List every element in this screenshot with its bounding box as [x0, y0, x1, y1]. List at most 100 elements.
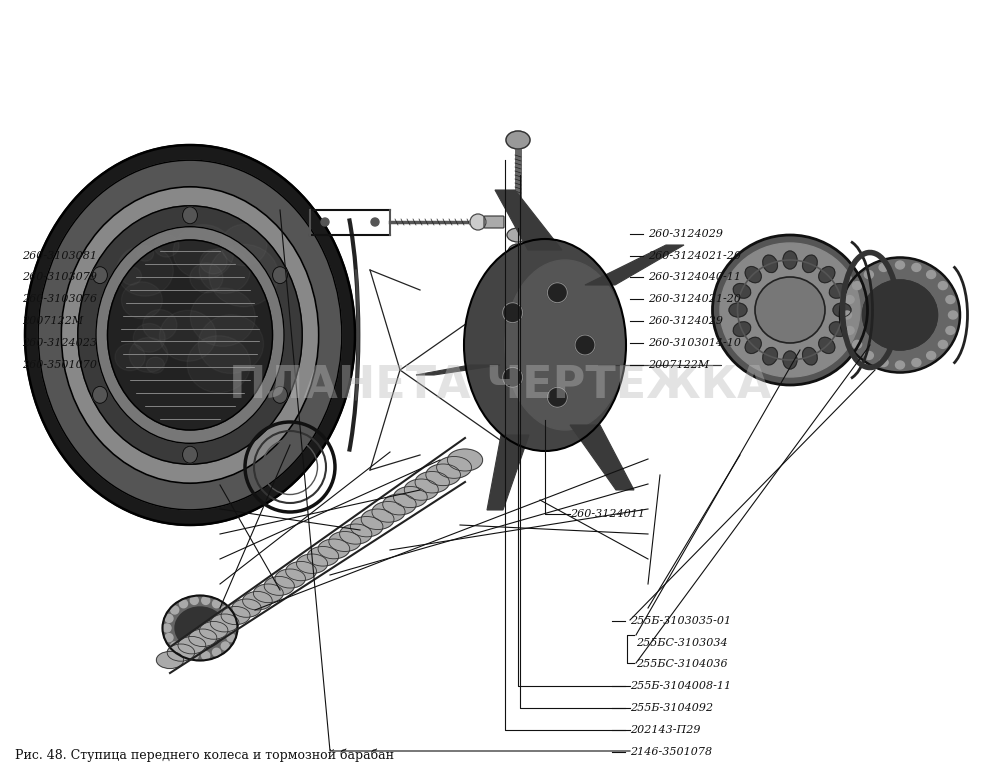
- Text: 2146-3501078: 2146-3501078: [630, 747, 712, 756]
- Ellipse shape: [264, 576, 294, 595]
- Ellipse shape: [231, 292, 258, 317]
- Ellipse shape: [169, 229, 229, 283]
- Ellipse shape: [217, 318, 275, 370]
- Text: 260-3103076: 260-3103076: [22, 294, 97, 304]
- Ellipse shape: [96, 227, 284, 443]
- Ellipse shape: [175, 607, 225, 649]
- Ellipse shape: [329, 531, 361, 552]
- Ellipse shape: [153, 310, 201, 354]
- Ellipse shape: [219, 347, 260, 384]
- Ellipse shape: [182, 206, 197, 224]
- Ellipse shape: [96, 259, 165, 322]
- Polygon shape: [585, 245, 684, 285]
- Ellipse shape: [92, 266, 107, 284]
- Ellipse shape: [162, 595, 238, 661]
- Text: 260-3124023: 260-3124023: [22, 338, 97, 347]
- Ellipse shape: [803, 255, 817, 273]
- Circle shape: [190, 597, 198, 605]
- Ellipse shape: [210, 222, 266, 273]
- Ellipse shape: [108, 240, 272, 430]
- Ellipse shape: [222, 272, 271, 315]
- Ellipse shape: [729, 303, 747, 317]
- Ellipse shape: [507, 228, 529, 242]
- Ellipse shape: [845, 295, 854, 304]
- Circle shape: [229, 624, 237, 632]
- Ellipse shape: [189, 629, 217, 647]
- Text: 260-3124021-20: 260-3124021-20: [648, 294, 741, 304]
- Text: ПЛАНЕТА ЧЕРТЕЖКА: ПЛАНЕТА ЧЕРТЕЖКА: [229, 364, 771, 407]
- Ellipse shape: [205, 330, 232, 354]
- Ellipse shape: [137, 341, 184, 384]
- Text: 260-3124040-11: 260-3124040-11: [648, 273, 741, 282]
- Text: Рис. 48. Ступица переднего колеса и тормозной барабан: Рис. 48. Ступица переднего колеса и торм…: [15, 749, 394, 762]
- Ellipse shape: [205, 345, 235, 372]
- Ellipse shape: [173, 249, 206, 278]
- Ellipse shape: [232, 599, 261, 617]
- Ellipse shape: [745, 266, 761, 283]
- Ellipse shape: [273, 266, 288, 284]
- Circle shape: [171, 642, 179, 650]
- Ellipse shape: [273, 386, 288, 404]
- Text: 260-3501070: 260-3501070: [22, 360, 97, 369]
- Text: 255Б-3103035-01: 255Б-3103035-01: [630, 616, 731, 626]
- Circle shape: [321, 218, 329, 226]
- Ellipse shape: [946, 326, 955, 334]
- Ellipse shape: [733, 322, 751, 337]
- Ellipse shape: [927, 351, 936, 359]
- Ellipse shape: [912, 263, 921, 271]
- Ellipse shape: [506, 131, 530, 149]
- Ellipse shape: [182, 446, 198, 464]
- Ellipse shape: [948, 311, 958, 319]
- Ellipse shape: [297, 554, 328, 573]
- Ellipse shape: [879, 358, 888, 367]
- Circle shape: [180, 600, 188, 608]
- Ellipse shape: [864, 351, 873, 359]
- Text: 255БС-3103034: 255БС-3103034: [636, 638, 728, 647]
- Text: —: —: [552, 509, 563, 519]
- Ellipse shape: [819, 266, 835, 283]
- Ellipse shape: [853, 340, 862, 348]
- Ellipse shape: [340, 524, 372, 545]
- Circle shape: [227, 615, 235, 622]
- Ellipse shape: [25, 145, 355, 525]
- Ellipse shape: [862, 280, 938, 350]
- Ellipse shape: [946, 295, 955, 304]
- Ellipse shape: [819, 337, 835, 354]
- Ellipse shape: [853, 282, 862, 290]
- Ellipse shape: [92, 386, 107, 404]
- Text: 255БС-3104036: 255БС-3104036: [636, 660, 728, 669]
- Text: 260-3103079: 260-3103079: [22, 273, 97, 282]
- Circle shape: [503, 303, 523, 323]
- Ellipse shape: [221, 607, 250, 625]
- Ellipse shape: [404, 479, 438, 500]
- Text: 2007122М: 2007122М: [22, 316, 83, 326]
- Circle shape: [221, 606, 229, 614]
- Ellipse shape: [415, 471, 449, 493]
- Text: 2007122М: 2007122М: [648, 360, 709, 369]
- Text: 260-3124029: 260-3124029: [648, 229, 723, 238]
- Polygon shape: [495, 190, 562, 250]
- Ellipse shape: [215, 323, 232, 337]
- Ellipse shape: [200, 622, 228, 640]
- Ellipse shape: [156, 651, 184, 668]
- Ellipse shape: [896, 361, 904, 369]
- Polygon shape: [416, 365, 500, 375]
- Ellipse shape: [118, 295, 152, 326]
- Ellipse shape: [763, 347, 777, 365]
- Text: 260-3103081: 260-3103081: [22, 251, 97, 260]
- Ellipse shape: [243, 591, 272, 610]
- Ellipse shape: [361, 509, 394, 530]
- Ellipse shape: [78, 206, 302, 464]
- Ellipse shape: [178, 636, 206, 654]
- Ellipse shape: [350, 516, 383, 537]
- Ellipse shape: [720, 243, 860, 377]
- Circle shape: [165, 633, 173, 642]
- FancyBboxPatch shape: [484, 216, 504, 228]
- Circle shape: [202, 597, 210, 605]
- Text: 260-3124021-20: 260-3124021-20: [648, 251, 741, 260]
- Circle shape: [547, 387, 567, 407]
- Ellipse shape: [465, 240, 625, 450]
- Circle shape: [165, 615, 173, 622]
- Ellipse shape: [210, 614, 239, 632]
- Circle shape: [190, 651, 198, 660]
